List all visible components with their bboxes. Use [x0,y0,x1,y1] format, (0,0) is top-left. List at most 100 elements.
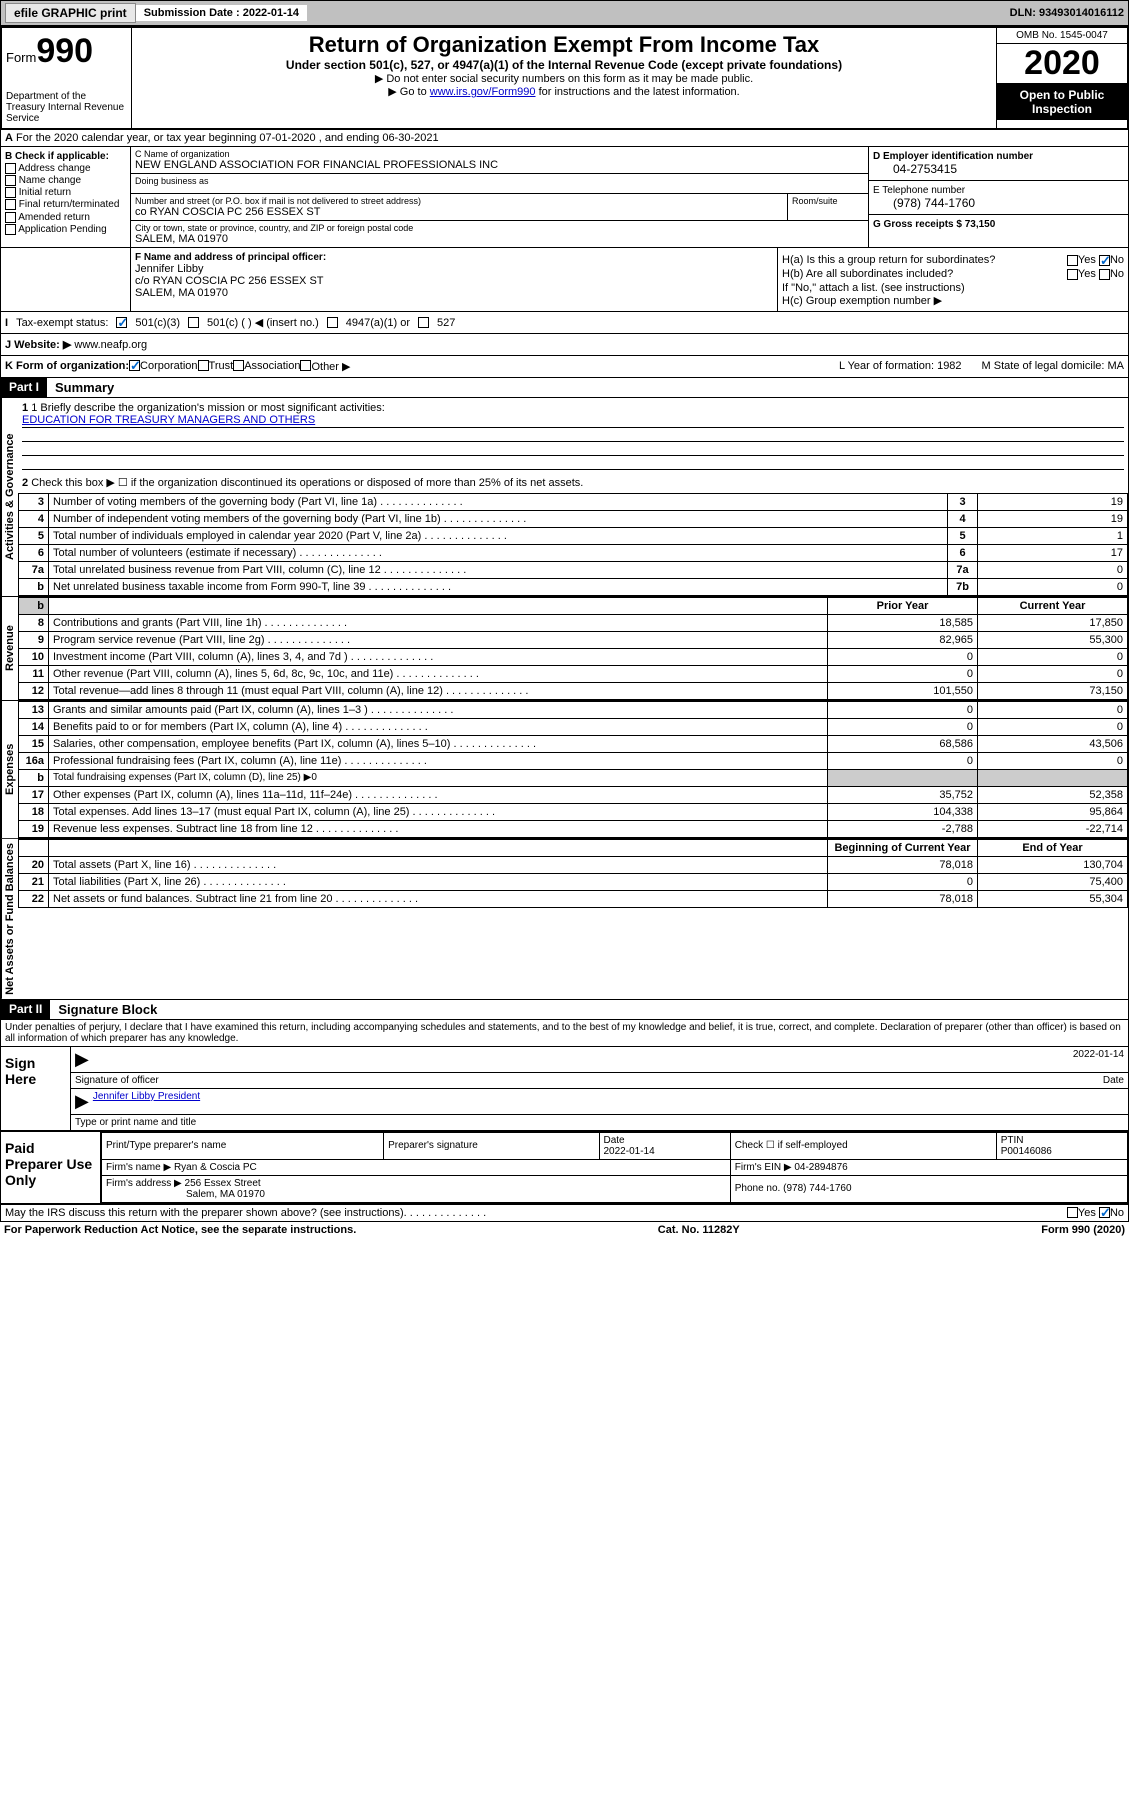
table-row: 9Program service revenue (Part VIII, lin… [19,632,1128,649]
sig-date-label: Date [1103,1075,1124,1086]
name-change-checkbox[interactable] [5,175,16,186]
submission-date: Submission Date : 2022-01-14 [136,5,307,21]
table-row: 8Contributions and grants (Part VIII, li… [19,615,1128,632]
part1-header-row: Part I Summary [0,378,1129,398]
open-public-badge: Open to Public Inspection [997,84,1127,120]
governance-table: 3Number of voting members of the governi… [18,493,1128,596]
expenses-block: Expenses 13Grants and similar amounts pa… [0,701,1129,839]
table-row: 3Number of voting members of the governi… [19,494,1128,511]
officer-label: F Name and address of principal officer: [135,252,773,263]
amended-return-checkbox[interactable] [5,212,16,223]
ein-label: D Employer identification number [873,151,1124,162]
section-b: B Check if applicable: Address change Na… [1,147,131,247]
efile-print-button[interactable]: efile GRAPHIC print [5,3,136,23]
other-checkbox[interactable] [300,360,311,371]
corporation-checkbox[interactable] [129,360,140,371]
discuss-text: May the IRS discuss this return with the… [5,1207,404,1219]
begin-year-header: Beginning of Current Year [828,840,978,857]
netassets-table: Beginning of Current Year End of Year 20… [18,839,1128,908]
address-change-checkbox[interactable] [5,163,16,174]
form-header-left: Form990 Department of the Treasury Inter… [2,28,132,128]
type-print-label: Type or print name and title [75,1117,196,1128]
section-bcd: B Check if applicable: Address change Na… [0,147,1129,248]
hb-label: H(b) Are all subordinates included? [782,268,953,280]
section-c: C Name of organization NEW ENGLAND ASSOC… [131,147,868,247]
ein-value: 04-2753415 [873,162,1124,176]
application-pending-checkbox[interactable] [5,224,16,235]
governance-block: Activities & Governance 1 1 Briefly desc… [0,398,1129,597]
current-year-header: Current Year [978,598,1128,615]
table-row: 13Grants and similar amounts paid (Part … [19,702,1128,719]
trust-checkbox[interactable] [198,360,209,371]
ha-yes-checkbox[interactable] [1067,255,1078,266]
firm-ein: 04-2894876 [794,1162,847,1173]
part2-label: Signature Block [50,1000,165,1019]
table-row: 17Other expenses (Part IX, column (A), l… [19,787,1128,804]
city-state-zip: SALEM, MA 01970 [135,233,864,245]
association-checkbox[interactable] [233,360,244,371]
row-a-tax-year: A For the 2020 calendar year, or tax yea… [0,130,1129,147]
form-title: Return of Organization Exempt From Incom… [136,32,992,58]
hb-no-checkbox[interactable] [1099,269,1110,280]
state-domicile: M State of legal domicile: MA [982,360,1124,373]
501c-checkbox[interactable] [188,317,199,328]
end-year-header: End of Year [978,840,1128,857]
gross-receipts: G Gross receipts $ 73,150 [873,219,1124,230]
officer-name: Jennifer Libby [135,263,773,275]
k-row: K Form of organization: Corporation Trus… [0,356,1129,378]
ha-label: H(a) Is this a group return for subordin… [782,254,995,266]
hb-yes-checkbox[interactable] [1067,269,1078,280]
form-header-right: OMB No. 1545-0047 2020 Open to Public In… [997,28,1127,128]
table-row: 19Revenue less expenses. Subtract line 1… [19,821,1128,838]
table-row: 6Total number of volunteers (estimate if… [19,545,1128,562]
table-row: bTotal fundraising expenses (Part IX, co… [19,770,1128,787]
hc-label: H(c) Group exemption number ▶ [782,294,1124,307]
preparer-check-label: Check ☐ if self-employed [730,1132,996,1159]
part1-badge: Part I [1,378,47,397]
line1-label: 1 1 Briefly describe the organization's … [22,402,1124,414]
form-subtitle: Under section 501(c), 527, or 4947(a)(1)… [136,58,992,72]
table-row: 5Total number of individuals employed in… [19,528,1128,545]
officer-addr1: c/o RYAN COSCIA PC 256 ESSEX ST [135,275,773,287]
ha-no-checkbox[interactable] [1099,255,1110,266]
officer-signature-name: Jennifer Libby President [93,1091,200,1112]
discuss-no-checkbox[interactable] [1099,1207,1110,1218]
table-row: 14Benefits paid to or for members (Part … [19,719,1128,736]
preparer-section: Paid Preparer Use Only Print/Type prepar… [0,1131,1129,1204]
year-formation: L Year of formation: 1982 [839,360,962,373]
table-row: 4Number of independent voting members of… [19,511,1128,528]
prior-year-header: Prior Year [828,598,978,615]
initial-return-checkbox[interactable] [5,187,16,198]
form-header: Form990 Department of the Treasury Inter… [0,26,1129,130]
section-f: F Name and address of principal officer:… [131,248,778,311]
dln-number: DLN: 93493014016112 [1010,7,1124,19]
expenses-tab: Expenses [1,701,18,838]
sig-date: 2022-01-14 [1073,1049,1124,1070]
501c3-checkbox[interactable] [116,317,127,328]
footer-left: For Paperwork Reduction Act Notice, see … [4,1224,356,1236]
declaration-text: Under penalties of perjury, I declare th… [0,1020,1129,1046]
preparer-table: Print/Type preparer's name Preparer's si… [101,1132,1128,1203]
phone-label: E Telephone number [873,185,1124,196]
mission-text: EDUCATION FOR TREASURY MANAGERS AND OTHE… [22,414,315,426]
tax-status-row: I Tax-exempt status: 501(c)(3) 501(c) ( … [0,312,1129,334]
4947-checkbox[interactable] [327,317,338,328]
section-f-spacer [1,248,131,311]
website-row: J Website: ▶ www.neafp.org [0,334,1129,356]
discuss-yes-checkbox[interactable] [1067,1207,1078,1218]
irs-link[interactable]: www.irs.gov/Form990 [430,86,536,98]
part1-label: Summary [47,378,122,397]
table-row: 18Total expenses. Add lines 13–17 (must … [19,804,1128,821]
table-row: 7aTotal unrelated business revenue from … [19,562,1128,579]
org-name-label: C Name of organization [135,149,864,159]
omb-number: OMB No. 1545-0047 [997,28,1127,44]
preparer-sig-label: Preparer's signature [384,1132,599,1159]
table-row: bNet unrelated business taxable income f… [19,579,1128,596]
527-checkbox[interactable] [418,317,429,328]
table-row: 20Total assets (Part X, line 16)78,01813… [19,857,1128,874]
website-url: www.neafp.org [74,339,147,351]
city-label: City or town, state or province, country… [135,223,864,233]
section-b-header: B Check if applicable: [5,151,126,162]
revenue-tab: Revenue [1,597,18,700]
final-return-checkbox[interactable] [5,199,16,210]
